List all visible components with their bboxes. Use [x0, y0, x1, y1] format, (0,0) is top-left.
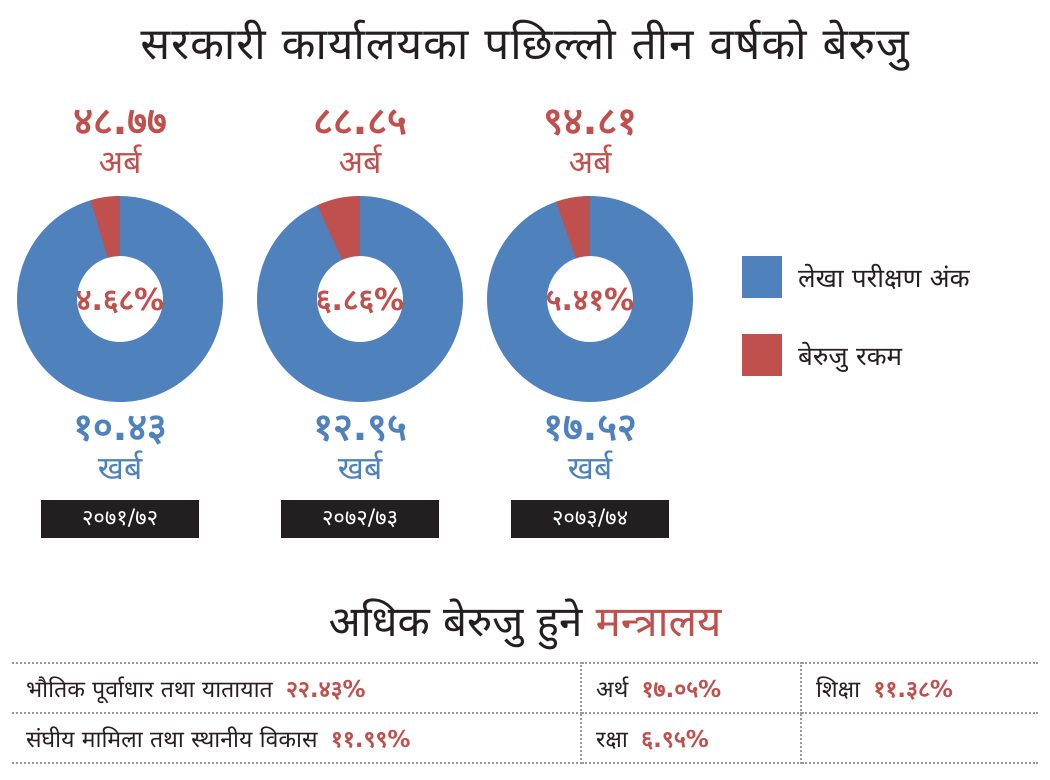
beruju-unit: अर्ब [338, 143, 382, 181]
audit-unit: खर्ब [97, 449, 143, 487]
beruju-amount: ९४.८१ [543, 99, 637, 143]
legend-label-beruju: बेरुजु रकम [798, 342, 903, 372]
ministries-title-highlight: मन्त्रालय [595, 597, 722, 646]
ministry-value: १७.०५% [641, 677, 722, 703]
ministry-name: संघीय मामिला तथा स्थानीय विकास [26, 727, 318, 753]
ministry-name: अर्थ [596, 677, 629, 703]
page-title: सरकारी कार्यालयका पछिल्लो तीन वर्षको बेर… [140, 19, 910, 70]
table-cell [801, 712, 1038, 764]
ministry-value: ११.३८% [873, 677, 953, 703]
legend-label-audit: लेखा परीक्षण अंक [798, 264, 970, 294]
chart-2071-72: ४८.७७ अर्ब ४.६८% १०.४३ खर्ब २०७१/७२ [0, 100, 240, 538]
audit-amount: १२.९५ [313, 405, 407, 449]
legend-swatch-audit [742, 256, 782, 298]
ministries-title: अधिक बेरुजु हुने मन्त्रालय [0, 592, 1050, 649]
ministry-value: ६.९५% [641, 727, 709, 753]
donut-beruju-slice [487, 196, 693, 402]
table-cell: शिक्षा ११.३८% [801, 662, 1038, 714]
ministry-value: २२.४३% [285, 677, 366, 703]
table-cell: अर्थ १७.०५% [581, 662, 802, 714]
beruju-amount: ४८.७७ [73, 99, 167, 143]
ministries-title-prefix: अधिक बेरुजु हुने [328, 597, 583, 646]
table-cell: भौतिक पूर्वाधार तथा यातायात २२.४३% [12, 662, 582, 714]
legend-swatch-beruju [742, 334, 782, 376]
donut-chart: ५.४१% [487, 196, 693, 402]
ministry-name: भौतिक पूर्वाधार तथा यातायात [26, 677, 273, 703]
percent-label: ४.६८% [76, 283, 164, 318]
donut-beruju-slice [257, 196, 463, 402]
audit-unit: खर्ब [337, 449, 383, 487]
chart-legend: लेखा परीक्षण अंक बेरुजु रकम [742, 256, 970, 412]
ministries-table: भौतिक पूर्वाधार तथा यातायात २२.४३% अर्थ … [12, 662, 1038, 764]
ministry-value: ११.९९% [330, 727, 411, 753]
table-row: भौतिक पूर्वाधार तथा यातायात २२.४३% अर्थ … [12, 662, 1038, 714]
beruju-unit: अर्ब [568, 143, 612, 181]
audit-amount: १७.५२ [543, 405, 637, 449]
legend-item-beruju: बेरुजु रकम [742, 334, 970, 376]
donut-beruju-slice [17, 196, 223, 402]
chart-2072-73: ८८.८५ अर्ब ६.८६% १२.९५ खर्ब २०७२/७३ [240, 100, 480, 538]
audit-unit: खर्ब [567, 449, 613, 487]
audit-amount: १०.४३ [73, 405, 167, 449]
donut-chart: ४.६८% [17, 196, 223, 402]
beruju-amount: ८८.८५ [313, 99, 407, 143]
table-row: संघीय मामिला तथा स्थानीय विकास ११.९९% रक… [12, 712, 1038, 764]
year-label: २०७२/७३ [281, 500, 439, 538]
table-cell: रक्षा ६.९५% [581, 712, 802, 764]
ministry-name: रक्षा [596, 727, 628, 753]
beruju-unit: अर्ब [98, 143, 142, 181]
donut-chart: ६.८६% [257, 196, 463, 402]
table-cell: संघीय मामिला तथा स्थानीय विकास ११.९९% [12, 712, 582, 764]
percent-label: ६.८६% [316, 283, 404, 318]
ministry-name: शिक्षा [816, 677, 861, 703]
percent-label: ५.४१% [546, 283, 634, 318]
chart-2073-74: ९४.८१ अर्ब ५.४१% १७.५२ खर्ब २०७३/७४ [470, 100, 710, 538]
year-label: २०७१/७२ [41, 500, 199, 538]
legend-item-audit: लेखा परीक्षण अंक [742, 256, 970, 298]
year-label: २०७३/७४ [511, 500, 669, 538]
